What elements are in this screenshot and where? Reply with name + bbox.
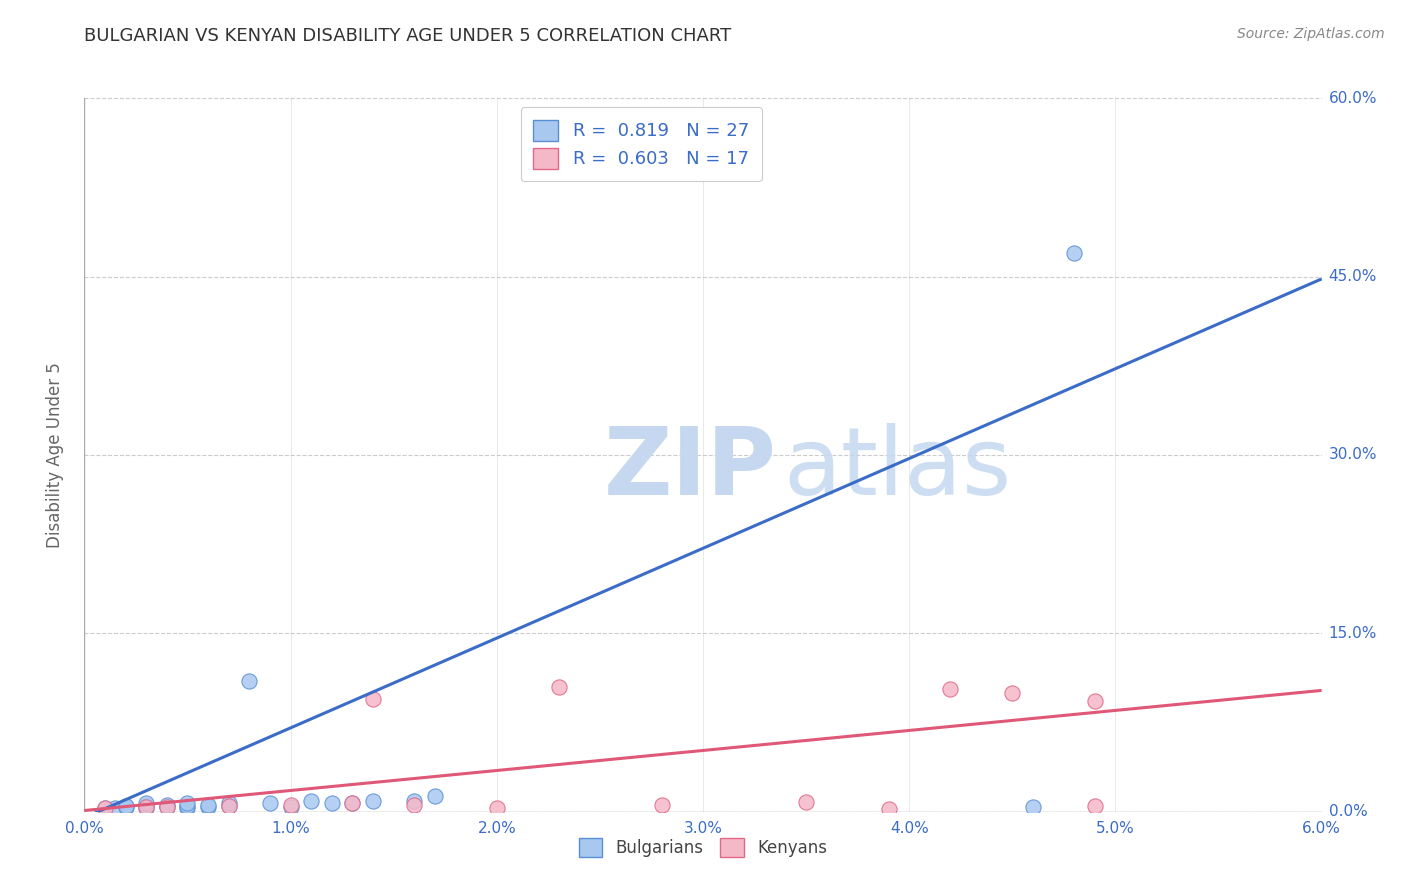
Point <box>176 797 198 811</box>
Text: 15.0%: 15.0% <box>1329 626 1376 640</box>
Point <box>299 794 322 808</box>
Point <box>423 789 446 804</box>
Point <box>197 797 219 812</box>
Y-axis label: Disability Age Under 5: Disability Age Under 5 <box>45 362 63 548</box>
Point <box>156 797 179 812</box>
Point <box>877 802 900 816</box>
Text: ZIP: ZIP <box>605 423 778 516</box>
Point <box>361 794 384 808</box>
Point <box>197 800 219 814</box>
Text: atlas: atlas <box>783 423 1012 516</box>
Point <box>259 797 281 811</box>
Text: 0.0%: 0.0% <box>1329 805 1368 819</box>
Point <box>135 798 157 813</box>
Point <box>94 801 117 815</box>
Point <box>404 797 426 812</box>
Point <box>280 800 302 814</box>
Point <box>651 797 673 812</box>
Text: BULGARIAN VS KENYAN DISABILITY AGE UNDER 5 CORRELATION CHART: BULGARIAN VS KENYAN DISABILITY AGE UNDER… <box>84 27 731 45</box>
Legend: Bulgarians, Kenyans: Bulgarians, Kenyans <box>572 831 834 864</box>
Point <box>94 801 117 815</box>
Point <box>114 798 136 813</box>
Point <box>104 801 127 815</box>
Point <box>342 797 364 811</box>
Point <box>156 800 179 814</box>
Text: 30.0%: 30.0% <box>1329 448 1376 462</box>
Point <box>794 795 817 809</box>
Point <box>1001 686 1024 700</box>
Point <box>1084 694 1107 708</box>
Text: Source: ZipAtlas.com: Source: ZipAtlas.com <box>1237 27 1385 41</box>
Point <box>135 800 157 814</box>
Point <box>135 801 157 815</box>
Point <box>1084 798 1107 813</box>
Point <box>1022 800 1045 814</box>
Point <box>361 691 384 706</box>
Point <box>1063 245 1085 260</box>
Point <box>485 801 508 815</box>
Point <box>342 797 364 811</box>
Point <box>280 797 302 812</box>
Text: 60.0%: 60.0% <box>1329 91 1376 105</box>
Point <box>176 798 198 813</box>
Point <box>404 794 426 808</box>
Point <box>238 673 260 688</box>
Point <box>218 797 240 811</box>
Point <box>176 801 198 815</box>
Point <box>939 682 962 697</box>
Point <box>156 800 179 814</box>
Point <box>547 680 569 694</box>
Point <box>321 797 343 811</box>
Point <box>135 797 157 811</box>
Point <box>114 800 136 814</box>
Point <box>218 798 240 813</box>
Point <box>218 798 240 813</box>
Text: 45.0%: 45.0% <box>1329 269 1376 284</box>
